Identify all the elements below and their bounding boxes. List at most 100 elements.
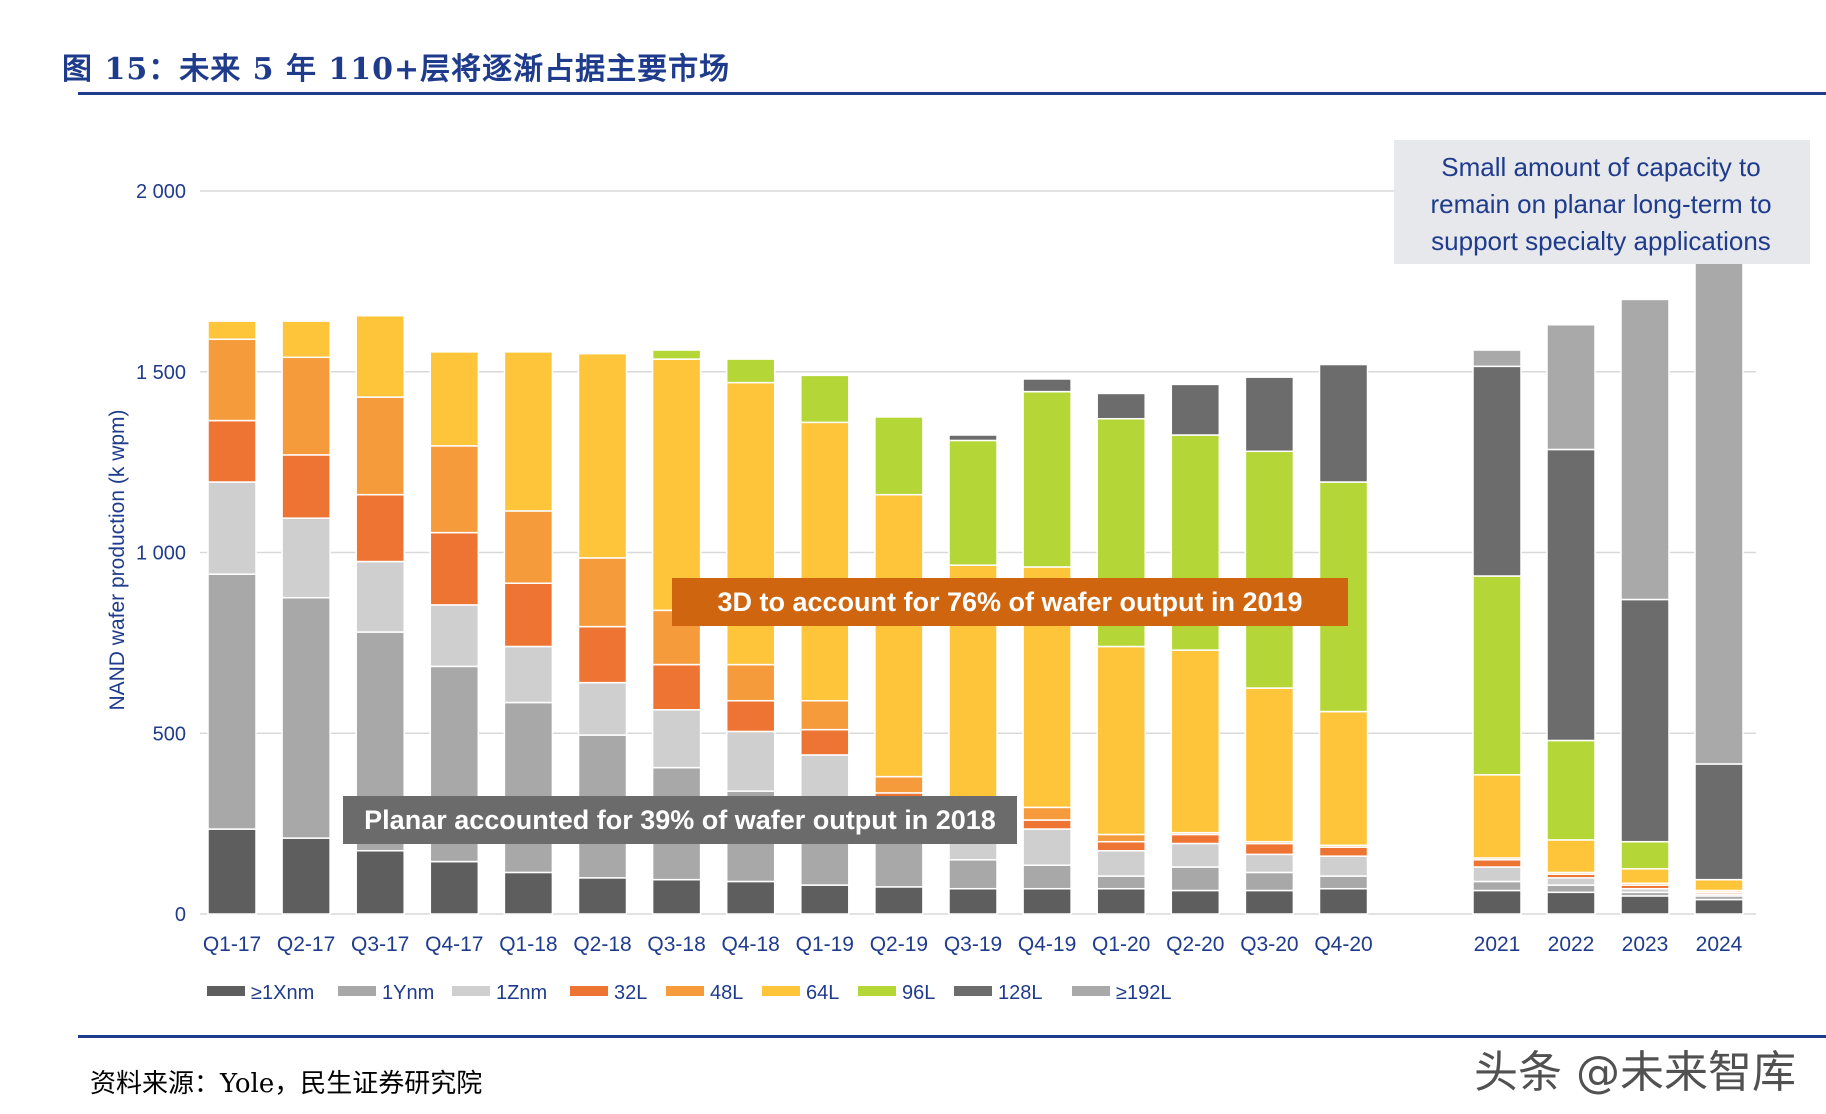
x-tick-label: Q2-18 <box>573 933 631 956</box>
bar-segment-ge1Xnm <box>725 880 776 915</box>
legend-label: ≥1Xnm <box>251 982 314 1004</box>
bar-segment-64L <box>1472 774 1522 859</box>
bar-segment-1Znm <box>1472 866 1522 883</box>
bar-segment-1Ynm <box>1096 875 1146 890</box>
bar-segment-1Ynm <box>1546 884 1596 894</box>
bar-stack-Q2-18 <box>577 352 628 915</box>
bar-stack-Q3-18 <box>651 349 702 915</box>
bar-segment-1Ynm <box>281 596 331 839</box>
bar-stack-Q2-17 <box>281 320 331 915</box>
bar-segment-1Ynm <box>207 573 257 830</box>
bar-segment-32L <box>1244 842 1295 856</box>
bar-segment-64L <box>651 358 702 612</box>
x-tick-label: Q3-19 <box>944 933 1002 956</box>
bar-segment-64L <box>1170 649 1221 834</box>
x-tick-label: Q2-17 <box>277 933 335 956</box>
annotation-planar: Planar accounted for 39% of wafer output… <box>343 796 1017 844</box>
bar-segment-64L <box>1318 710 1369 847</box>
bar-segment-96L <box>1546 739 1596 841</box>
bar-segment-1Ynm <box>503 701 554 874</box>
bar-segment-ge1Xnm <box>355 849 405 915</box>
bar-segment-64L <box>1096 645 1146 836</box>
y-tick-label: 0 <box>175 904 186 926</box>
bar-segment-32L <box>725 699 776 733</box>
bar-segment-64L <box>1244 687 1295 843</box>
bar-segment-96L <box>1022 390 1072 568</box>
bar-segment-32L <box>503 582 554 648</box>
legend-swatch <box>207 986 245 996</box>
bar-segment-1Ynm <box>948 859 998 890</box>
annotation-specialty-box <box>1394 140 1810 264</box>
x-tick-label: Q2-19 <box>870 933 928 956</box>
bar-segment-ge192L <box>1620 298 1670 601</box>
bar-segment-ge1Xnm <box>429 860 480 915</box>
x-tick-label: Q4-20 <box>1314 933 1372 956</box>
annotation-planar-box <box>343 796 1017 844</box>
bar-segment-32L <box>207 419 257 483</box>
y-tick-label: 500 <box>153 723 186 745</box>
bar-stack-2021 <box>1472 349 1522 915</box>
bar-segment-96L <box>651 349 702 360</box>
bar-segment-48L <box>503 510 554 584</box>
bar-segment-96L <box>1472 575 1522 776</box>
bar-segment-1Znm <box>1546 877 1596 886</box>
legend-label: 96L <box>902 982 935 1004</box>
bar-segment-ge1Xnm <box>1096 887 1146 915</box>
figure-title: 图 15：未来 5 年 110+层将逐渐占据主要市场 <box>62 52 731 87</box>
bar-segment-1Ynm <box>1318 875 1369 890</box>
bar-segment-64L <box>1620 868 1670 885</box>
bottom-rule <box>78 1035 1826 1038</box>
legend-item-32L: 32L <box>570 982 647 1004</box>
annotation-specialty-line-2: remain on planar long-term to <box>1430 189 1771 219</box>
bar-stack-Q3-20 <box>1244 376 1295 915</box>
bar-segment-ge1Xnm <box>503 871 554 915</box>
bar-segment-96L <box>948 439 998 566</box>
bar-segment-1Ynm <box>1022 864 1072 890</box>
bar-segment-64L <box>800 421 850 702</box>
bar-segment-48L <box>281 356 331 456</box>
bar-segment-ge192L <box>1472 349 1522 368</box>
annotation-3d: 3D to account for 76% of wafer output in… <box>672 578 1348 626</box>
bar-segment-64L <box>503 351 554 512</box>
y-axis-label: NAND wafer production (k wpm) <box>106 409 129 710</box>
x-tick-label: Q1-17 <box>203 933 261 956</box>
bar-segment-ge1Xnm <box>1318 887 1369 915</box>
bar-segment-ge1Xnm <box>1620 895 1670 915</box>
bar-stack-Q1-18 <box>503 351 554 915</box>
x-tick-label: Q4-19 <box>1018 933 1076 956</box>
bar-segment-1Ynm <box>1244 871 1295 892</box>
legend-label: 32L <box>614 982 647 1004</box>
legend-item-1Ynm: 1Ynm <box>338 982 434 1004</box>
annotation-3d-text: 3D to account for 76% of wafer output in… <box>717 587 1302 617</box>
bar-segment-48L <box>207 338 257 422</box>
bar-segment-32L <box>1472 859 1522 868</box>
bar-segment-ge1Xnm <box>1244 889 1295 915</box>
legend-label: 1Znm <box>496 982 547 1004</box>
x-tick-label: Q4-18 <box>722 933 780 956</box>
bar-segment-128L <box>1318 363 1369 483</box>
bar-segment-1Znm <box>207 481 257 575</box>
legend-label: 64L <box>806 982 839 1004</box>
legend-label: 1Ynm <box>382 982 434 1004</box>
bar-segment-ge1Xnm <box>874 886 924 915</box>
bar-stack-Q2-20 <box>1170 383 1221 915</box>
legend-item-1Znm: 1Znm <box>452 982 547 1004</box>
bar-segment-1Znm <box>1022 828 1072 866</box>
bar-segment-1Ynm <box>1170 866 1221 892</box>
bar-segment-1Znm <box>577 681 628 736</box>
bar-segment-1Znm <box>1244 853 1295 874</box>
bar-segment-96L <box>1620 840 1670 870</box>
bar-segment-32L <box>1170 833 1221 845</box>
bar-segment-32L <box>281 454 331 519</box>
bar-segment-1Znm <box>725 730 776 792</box>
bar-segment-96L <box>725 358 776 384</box>
bar-segment-32L <box>651 663 702 711</box>
legend-item-ge192L: ≥192L <box>1072 982 1171 1004</box>
bar-segment-48L <box>429 445 480 534</box>
bar-segment-48L <box>577 557 628 628</box>
bar-segment-64L <box>355 314 405 398</box>
x-tick-label: Q2-20 <box>1166 933 1224 956</box>
legend-item-ge1Xnm: ≥1Xnm <box>207 982 314 1004</box>
legend-swatch <box>762 986 800 996</box>
bar-segment-32L <box>429 531 480 606</box>
